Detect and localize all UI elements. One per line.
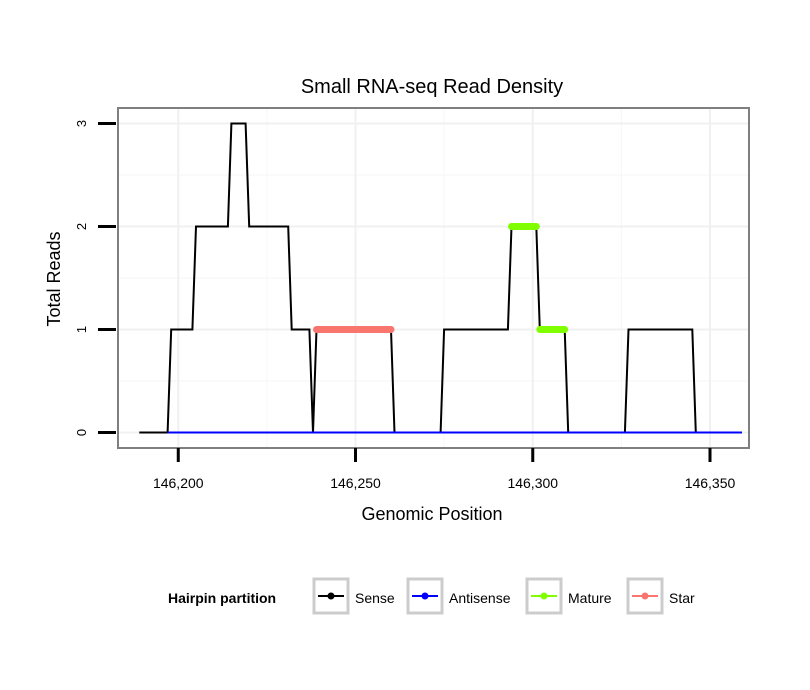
y-axis-label: Total Reads — [44, 231, 64, 326]
legend-label-star: Star — [669, 590, 695, 606]
legend: Hairpin partition Sense Antisense Mature Sta… — [168, 577, 695, 615]
legend-key-dot — [421, 592, 429, 600]
x-axis-label: Genomic Position — [361, 504, 502, 524]
x-tick-label: 146,350 — [685, 475, 736, 491]
legend-key-dot — [641, 592, 649, 600]
legend-key-dot — [540, 592, 548, 600]
legend-title: Hairpin partition — [168, 590, 276, 606]
x-tick-label: 146,200 — [153, 475, 204, 491]
y-tick-label: 0 — [74, 429, 89, 436]
x-tick-label: 146,250 — [330, 475, 381, 491]
panel-border — [117, 107, 750, 449]
legend-label-mature: Mature — [568, 590, 612, 606]
x-tick-label: 146,300 — [507, 475, 558, 491]
legend-label-antisense: Antisense — [449, 590, 511, 606]
chart-title: Small RNA-seq Read Density — [301, 76, 563, 98]
legend-key-dot — [327, 592, 335, 600]
series-layer — [139, 122, 742, 434]
legend-label-sense: Sense — [355, 590, 395, 606]
y-tick-label: 1 — [74, 326, 89, 333]
y-tick-label: 2 — [74, 223, 89, 230]
y-tick-label: 3 — [74, 120, 89, 127]
axes: 146,200 146,250 146,300 146,350 0 1 2 3 — [74, 120, 736, 491]
